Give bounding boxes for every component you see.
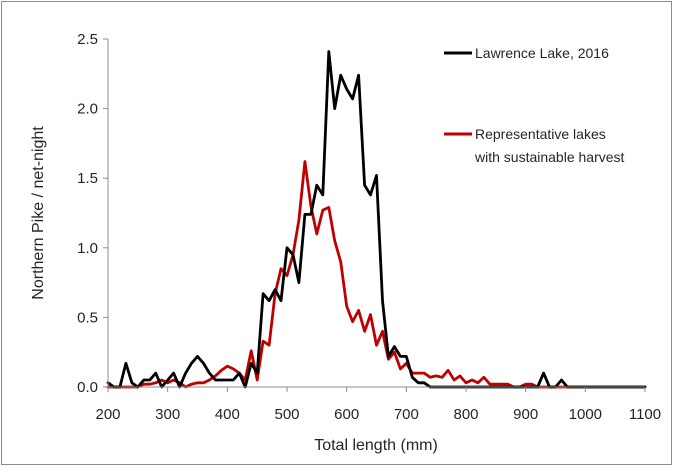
y-tick-label: 2.5: [77, 31, 98, 48]
y-tick-label: 1.0: [77, 240, 98, 257]
x-tick-label: 300: [155, 406, 180, 423]
x-tick-label: 200: [95, 406, 120, 423]
y-tick-label: 2.0: [77, 101, 98, 118]
y-tick-label: 0.0: [77, 379, 98, 396]
x-axis-ticks: 200 300 400 500 600 700 800 900 1000 1100: [95, 387, 661, 423]
x-tick-label: 900: [513, 406, 538, 423]
x-tick-label: 600: [334, 406, 359, 423]
y-axis-title: Northern Pike / net-night: [30, 126, 47, 300]
plot-lines: [106, 50, 647, 389]
x-tick-label: 400: [215, 406, 240, 423]
x-tick-label: 500: [274, 406, 299, 423]
x-tick-label: 800: [453, 406, 478, 423]
legend-label-representative-lakes-line1: Representative lakes: [475, 126, 606, 142]
y-tick-label: 0.5: [77, 309, 98, 326]
x-axis-title: Total length (mm): [314, 437, 438, 454]
legend-label-representative-lakes-line2: with sustainable harvest: [474, 149, 625, 165]
legend-label-lawrence-lake: Lawrence Lake, 2016: [475, 45, 609, 61]
x-tick-label: 1100: [629, 406, 661, 423]
y-tick-label: 1.5: [77, 170, 98, 187]
series-line-lawrence-lake: [106, 50, 647, 389]
y-axis-ticks: 0.0 0.5 1.0 1.5 2.0 2.5: [77, 31, 108, 396]
axes: [107, 39, 645, 388]
legend: Lawrence Lake, 2016 Representative lakes…: [444, 45, 625, 165]
x-tick-label: 700: [394, 406, 419, 423]
x-tick-label: 1000: [569, 406, 602, 423]
